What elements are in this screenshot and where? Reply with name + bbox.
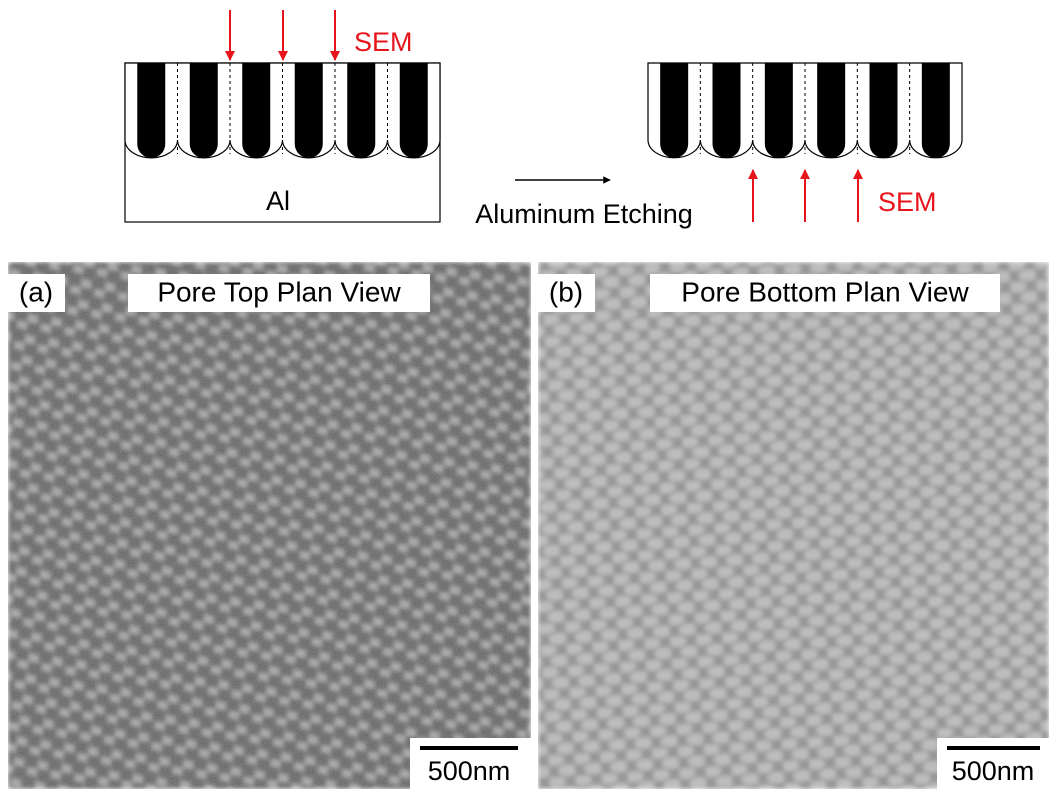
pore bbox=[765, 63, 793, 158]
schematic-after bbox=[648, 63, 962, 158]
sem-image-a bbox=[8, 262, 531, 789]
process-label: Aluminum Etching bbox=[475, 199, 693, 229]
sem-texture bbox=[538, 262, 1049, 789]
figure: Al SEM Aluminum Etching SEM (a) Pore Top… bbox=[0, 0, 1049, 789]
sem-texture bbox=[8, 262, 531, 789]
pore bbox=[660, 63, 688, 158]
scale-label: 500nm bbox=[952, 756, 1035, 786]
pore bbox=[817, 63, 845, 158]
substrate-label: Al bbox=[266, 186, 290, 216]
scale-label: 500nm bbox=[428, 756, 511, 786]
panel-label: (b) bbox=[549, 276, 583, 307]
probe-label: SEM bbox=[354, 27, 413, 57]
sem-arrows-top bbox=[230, 10, 335, 60]
panel-title: Pore Bottom Plan View bbox=[681, 276, 969, 307]
pore bbox=[922, 63, 950, 158]
pore bbox=[870, 63, 898, 158]
pore bbox=[295, 63, 323, 158]
pore bbox=[713, 63, 741, 158]
panel-label: (a) bbox=[19, 276, 53, 307]
panel-title: Pore Top Plan View bbox=[157, 276, 401, 307]
probe-label: SEM bbox=[878, 187, 937, 217]
pore bbox=[190, 63, 218, 158]
sem-arrows-bottom bbox=[753, 170, 858, 222]
sem-image-b bbox=[538, 262, 1049, 789]
pore bbox=[400, 63, 428, 158]
pore bbox=[137, 63, 165, 158]
pore bbox=[242, 63, 270, 158]
pore bbox=[347, 63, 375, 158]
